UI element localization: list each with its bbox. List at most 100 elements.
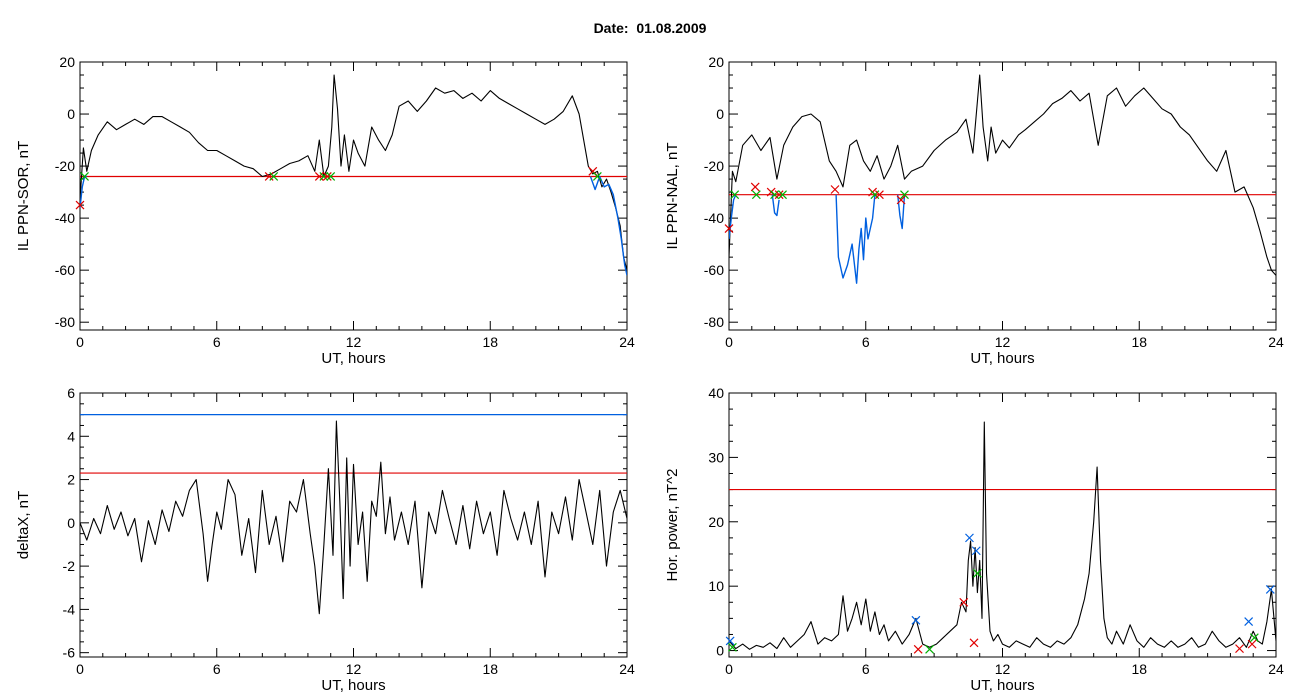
event-marker — [1247, 639, 1257, 649]
y-tick-label: -6 — [63, 645, 76, 661]
y-axis-label: IL PPN-SOR, nT — [15, 141, 32, 251]
figure-title: Date: 01.08.2009 — [593, 20, 707, 36]
x-tick-label: 12 — [346, 334, 362, 350]
y-tick-label: 0 — [716, 643, 724, 659]
event-marker — [774, 190, 784, 200]
y-tick-label: 0 — [67, 515, 75, 531]
event-marker — [913, 644, 923, 654]
event-marker — [959, 597, 969, 607]
x-tick-label: 0 — [76, 661, 84, 677]
x-axis-label: UT, hours — [970, 677, 1034, 694]
y-tick-label: 10 — [708, 578, 724, 594]
x-tick-label: 24 — [619, 334, 635, 350]
event-marker — [750, 182, 760, 192]
event-marker — [1249, 633, 1259, 643]
y-tick-label: -40 — [55, 210, 75, 226]
x-tick-label: 6 — [213, 334, 221, 350]
x-tick-label: 12 — [346, 661, 362, 677]
y-tick-label: 40 — [708, 385, 724, 401]
plot-frame — [79, 61, 628, 331]
event-marker — [900, 190, 909, 200]
x-tick-label: 24 — [1268, 334, 1284, 350]
event-marker — [319, 172, 329, 181]
plot-frame — [79, 392, 628, 658]
highlight-segment — [80, 175, 87, 208]
y-tick-label: -20 — [704, 158, 724, 174]
series-line — [80, 74, 627, 271]
x-tick-label: 0 — [725, 661, 733, 677]
event-marker — [896, 195, 906, 205]
event-marker — [326, 172, 336, 181]
event-marker — [969, 638, 979, 648]
event-marker — [725, 636, 735, 646]
event-marker — [751, 190, 761, 200]
x-tick-label: 6 — [862, 334, 870, 350]
x-axis-label: UT, hours — [321, 677, 385, 694]
event-marker — [1265, 584, 1275, 594]
y-tick-label: -2 — [63, 558, 76, 574]
plot-frame — [728, 392, 1277, 658]
panel-il-ppn-nal: 0 6 12 18 24 20 0 -20 -40 -60 -80 UT, hours IL PPN-N… — [664, 54, 1284, 367]
x-tick-label: 0 — [76, 334, 84, 350]
highlight-segment — [835, 194, 876, 284]
y-tick-label: -60 — [704, 262, 724, 278]
event-marker — [973, 568, 982, 578]
highlight-segment — [589, 175, 627, 276]
event-marker — [971, 546, 981, 556]
highlight-segment — [729, 194, 737, 239]
x-tick-label: 18 — [1131, 661, 1147, 677]
series-line — [729, 74, 1276, 276]
y-tick-label: 6 — [67, 385, 75, 401]
x-tick-label: 18 — [482, 334, 498, 350]
highlight-segment — [897, 194, 906, 230]
y-tick-label: -40 — [704, 210, 724, 226]
event-marker — [727, 642, 737, 652]
event-marker — [911, 615, 921, 625]
y-axis-label: Hor. power, nT^2 — [664, 469, 681, 582]
x-tick-label: 6 — [213, 661, 221, 677]
x-axis-label: UT, hours — [970, 350, 1034, 367]
event-marker — [80, 172, 89, 181]
y-tick-label: -80 — [55, 314, 75, 330]
x-tick-label: 18 — [1131, 334, 1147, 350]
y-tick-label: 2 — [67, 472, 75, 488]
x-axis-label: UT, hours — [321, 350, 385, 367]
y-tick-label: 4 — [67, 428, 75, 444]
y-tick-label: 30 — [708, 449, 724, 465]
event-marker — [730, 190, 740, 200]
event-marker — [778, 190, 787, 200]
x-tick-label: 12 — [995, 661, 1011, 677]
x-tick-label: 6 — [862, 661, 870, 677]
series-line — [80, 420, 627, 615]
event-marker — [75, 200, 85, 210]
y-tick-label: 0 — [716, 106, 724, 122]
event-marker — [592, 172, 602, 181]
series-line — [729, 421, 1276, 650]
event-marker — [322, 172, 332, 181]
panel-hor-power: 0 6 12 18 24 40 30 20 10 0 UT, hours Hor. power, nT… — [664, 385, 1284, 694]
y-tick-label: -60 — [55, 262, 75, 278]
highlight-segment — [771, 194, 780, 217]
event-marker — [724, 224, 734, 233]
event-marker — [1244, 617, 1254, 627]
x-tick-label: 18 — [482, 661, 498, 677]
panel-deltax: 0 6 12 18 24 6 4 2 0 -2 -4 -6 UT, hours deltaX, nT — [15, 385, 635, 694]
event-marker — [965, 533, 974, 543]
x-tick-label: 12 — [995, 334, 1011, 350]
y-tick-label: 20 — [59, 54, 75, 70]
y-tick-label: 0 — [67, 106, 75, 122]
event-marker — [925, 644, 934, 654]
panel-il-ppn-sor: 0 6 12 18 24 20 0 -20 -40 -60 -80 UT, hours IL PPN-S… — [15, 54, 635, 367]
y-tick-label: -20 — [55, 158, 75, 174]
event-marker — [875, 190, 884, 200]
x-tick-label: 0 — [725, 334, 733, 350]
y-tick-label: 20 — [708, 54, 724, 70]
event-marker — [830, 185, 840, 194]
plot-frame — [728, 61, 1277, 331]
y-axis-label: IL PPN-NAL, nT — [664, 143, 681, 250]
x-tick-label: 24 — [1268, 661, 1284, 677]
event-marker — [1235, 644, 1244, 654]
y-tick-label: 20 — [708, 514, 724, 530]
y-axis-label: deltaX, nT — [15, 491, 32, 559]
